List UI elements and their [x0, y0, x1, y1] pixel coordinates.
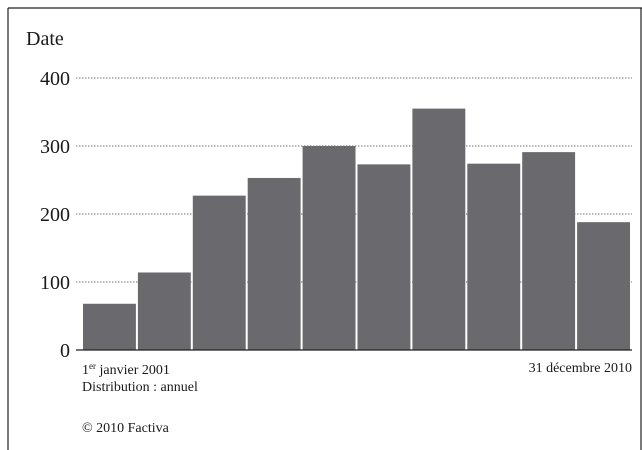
- x-end-label: 31 décembre 2010: [528, 361, 632, 376]
- bar-2003: [192, 195, 246, 350]
- x-start-label-rest: janvier 2001: [96, 363, 170, 378]
- y-tick-label: 100: [40, 272, 70, 294]
- bar-2001: [83, 303, 136, 350]
- bar-2008: [467, 163, 521, 350]
- y-axis-label: Date: [26, 28, 64, 50]
- x-start-label-ordinal: er: [89, 361, 96, 371]
- copyright-notice: © 2010 Factiva: [82, 421, 169, 436]
- x-start-label-day: 1: [82, 363, 89, 378]
- distribution-label: Distribution : annuel: [82, 380, 198, 395]
- bar-2009: [522, 152, 576, 350]
- y-tick-labels: 0 100 200 300 400: [40, 68, 70, 362]
- bar-2004: [247, 177, 301, 350]
- x-start-label: 1er janvier 2001: [82, 361, 170, 379]
- bar-2005: [302, 146, 356, 350]
- y-tick-label: 400: [40, 68, 70, 90]
- bar-2006: [357, 164, 411, 350]
- y-tick-label: 0: [60, 340, 70, 362]
- bar-2002: [137, 272, 191, 350]
- bars: [83, 108, 630, 350]
- bar-2007: [412, 108, 466, 350]
- bar-2010: [577, 222, 630, 350]
- y-tick-label: 300: [40, 136, 70, 158]
- y-tick-label: 200: [40, 204, 70, 226]
